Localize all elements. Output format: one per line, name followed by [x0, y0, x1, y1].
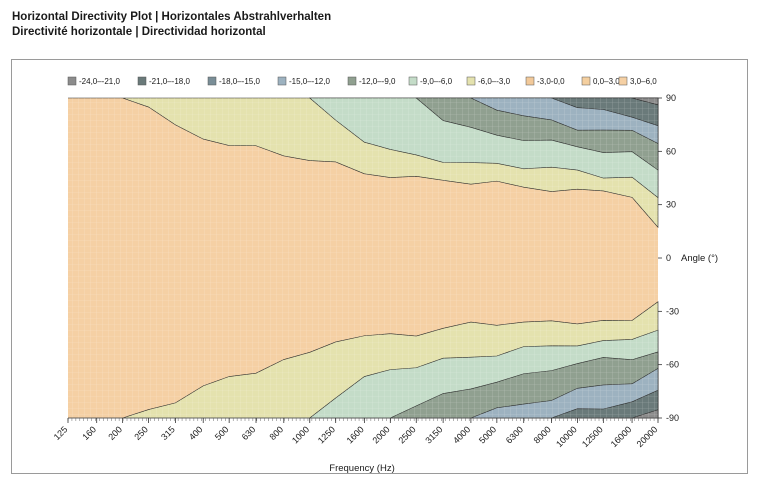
x-tick-label: 2500: [396, 424, 417, 445]
chart-frame: [11, 59, 748, 474]
x-tick-label: 6300: [504, 424, 525, 445]
x-tick-label: 630: [240, 424, 258, 442]
x-tick-label: 125: [52, 424, 70, 442]
y-axis-ticks: 90 60 30 0 -30 -60 -90: [658, 93, 679, 423]
title-block: Horizontal Directivity Plot | Horizontal…: [12, 10, 331, 40]
x-tick-label: 16000: [609, 424, 634, 449]
legend-swatch: [137, 76, 147, 86]
legend-swatch: [525, 76, 535, 86]
title-line-2: Directivité horizontale | Directividad h…: [12, 26, 266, 38]
x-tick-label: 2000: [370, 424, 391, 445]
x-tick-label: 250: [132, 424, 150, 442]
y-tick-label: -60: [666, 360, 679, 370]
y-tick-label: 60: [666, 146, 676, 156]
y-tick-label: 0: [666, 253, 671, 263]
plot-area: [68, 97, 659, 419]
x-tick-label: 1600: [345, 424, 366, 445]
x-tick-label: 12500: [580, 424, 605, 449]
y-tick-label: 90: [666, 93, 676, 103]
x-tick-label: 3150: [423, 424, 444, 445]
legend: -24,0–-21,0 -21,0–-18,0 -18,0–-15,0 -15,0–-…: [67, 76, 657, 86]
legend-swatch: [466, 76, 476, 86]
x-tick-label: 400: [187, 424, 205, 442]
legend-swatch: [277, 76, 287, 86]
legend-swatch: [581, 76, 591, 86]
legend-label: -6,0–-3,0: [478, 77, 511, 86]
x-axis-label: Frequency (Hz): [329, 463, 394, 474]
x-tick-label: 1000: [290, 424, 311, 445]
x-tick-label: 1250: [316, 424, 337, 445]
x-tick-label: 5000: [477, 424, 498, 445]
x-tick-label: 500: [213, 424, 231, 442]
x-axis-ticks: 125 160 200 250 315 400 500 630 800 1000 1250 1600 2…: [52, 417, 660, 449]
legend-label: -21,0–-18,0: [149, 77, 190, 86]
legend-swatch: [207, 76, 217, 86]
x-tick-label: 8000: [532, 424, 553, 445]
x-tick-label: 4000: [451, 424, 472, 445]
x-tick-label: 20000: [635, 424, 660, 449]
x-tick-label: 10000: [554, 424, 579, 449]
x-tick-label: 200: [106, 424, 124, 442]
title-line-1: Horizontal Directivity Plot | Horizontal…: [12, 11, 332, 23]
legend-label: -12,0–-9,0: [359, 77, 396, 86]
legend-label: 0,0–3,0: [593, 77, 620, 86]
legend-swatch: [408, 76, 418, 86]
legend-label: -18,0–-15,0: [219, 77, 260, 86]
legend-label: -3,0-0,0: [537, 77, 565, 86]
legend-swatch: [347, 76, 357, 86]
legend-label: -24,0–-21,0: [79, 77, 120, 86]
x-tick-label: 160: [80, 424, 98, 442]
legend-swatch: [618, 76, 628, 86]
x-tick-label: 315: [159, 424, 177, 442]
y-tick-label: -90: [666, 413, 679, 423]
y-tick-label: -30: [666, 306, 679, 316]
x-tick-label: 800: [268, 424, 286, 442]
legend-label: -9,0–-6,0: [420, 77, 453, 86]
y-tick-label: 30: [666, 200, 676, 210]
legend-swatch: [67, 76, 77, 86]
y-axis-label: Angle (°): [681, 253, 718, 264]
legend-label: 3,0–6,0: [630, 77, 657, 86]
legend-label: -15,0–-12,0: [289, 77, 330, 86]
plot-grid: [68, 98, 658, 418]
